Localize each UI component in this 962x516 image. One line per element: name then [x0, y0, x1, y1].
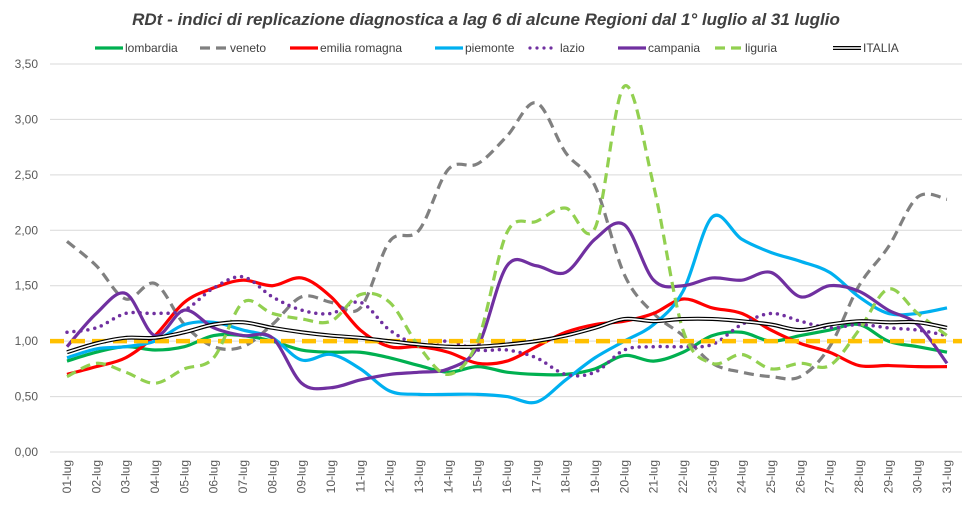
series-veneto-line	[65, 101, 948, 381]
x-tick-label: 20-lug	[617, 460, 631, 493]
x-tick-label: 26-lug	[793, 460, 807, 493]
x-tick-label: 07-lug	[236, 460, 250, 493]
x-tick-label: 17-lug	[529, 460, 543, 493]
x-tick-label: 05-lug	[177, 460, 191, 493]
series-emilia-romagna-line	[66, 276, 948, 376]
x-tick-label: 01-lug	[60, 460, 74, 493]
x-tick-label: 31-lug	[940, 460, 954, 493]
y-tick-label: 2,50	[15, 168, 39, 182]
x-tick-label: 25-lug	[764, 460, 778, 493]
gridlines	[50, 63, 962, 453]
x-axis: 01-lug 02-lug 03-lug 04-lug 05-lug 06-lug 07-l…	[60, 460, 954, 493]
series-liguria-line	[66, 84, 948, 385]
series-italia-line-inner	[66, 317, 948, 353]
y-tick-label: 0,00	[15, 445, 39, 459]
x-tick-label: 27-lug	[823, 460, 837, 493]
legend-piemonte-label: piemonte	[465, 41, 515, 55]
x-tick-label: 29-lug	[881, 460, 895, 493]
x-tick-label: 19-lug	[588, 460, 602, 493]
x-tick-label: 28-lug	[852, 460, 866, 493]
series-lombardia-line	[66, 322, 948, 377]
y-tick-label: 0,50	[15, 390, 39, 404]
chart-title: RDt - indici di replicazione diagnostica…	[132, 10, 840, 29]
x-tick-label: 08-lug	[265, 460, 279, 493]
x-tick-label: 16-lug	[500, 460, 514, 493]
y-tick-label: 1,00	[15, 334, 39, 348]
x-tick-label: 18-lug	[559, 460, 573, 493]
x-tick-label: 23-lug	[705, 460, 719, 493]
x-tick-label: 04-lug	[148, 460, 162, 493]
x-tick-label: 13-lug	[412, 460, 426, 493]
legend-italia-label: ITALIA	[863, 41, 899, 55]
x-tick-label: 12-lug	[383, 460, 397, 493]
legend-lazio-label: lazio	[560, 41, 585, 55]
y-tick-label: 2,00	[15, 223, 39, 237]
x-tick-label: 11-lug	[353, 460, 367, 492]
legend-lombardia-label: lombardia	[125, 41, 178, 55]
legend-campania-label: campania	[648, 41, 700, 55]
x-tick-label: 24-lug	[735, 460, 749, 493]
x-tick-label: 30-lug	[911, 460, 925, 493]
x-tick-label: 09-lug	[295, 460, 309, 493]
y-tick-label: 3,50	[15, 57, 39, 71]
legend-emilia-romagna-label: emilia romagna	[320, 41, 402, 55]
legend-liguria-label: liguria	[745, 41, 777, 55]
y-axis: 0,00 0,50 1,00 1,50 2,00 2,50 3,00 3,50	[15, 57, 39, 459]
y-tick-label: 3,00	[15, 112, 39, 126]
series-group	[50, 84, 962, 405]
series-lazio-line	[65, 274, 949, 378]
x-tick-label: 14-lug	[441, 460, 455, 493]
series-piemonte-line	[66, 213, 948, 405]
series-campania-line	[65, 221, 949, 391]
legend: lombardia veneto emilia romagna piemonte laz…	[95, 41, 899, 55]
x-tick-label: 06-lug	[207, 460, 221, 493]
x-tick-label: 03-lug	[119, 460, 133, 493]
x-tick-label: 15-lug	[471, 460, 485, 493]
x-tick-label: 22-lug	[676, 460, 690, 493]
y-tick-label: 1,50	[15, 279, 39, 293]
legend-veneto-label: veneto	[230, 41, 266, 55]
x-tick-label: 10-lug	[324, 460, 338, 493]
x-tick-label: 21-lug	[647, 460, 661, 493]
x-tick-label: 02-lug	[89, 460, 103, 493]
